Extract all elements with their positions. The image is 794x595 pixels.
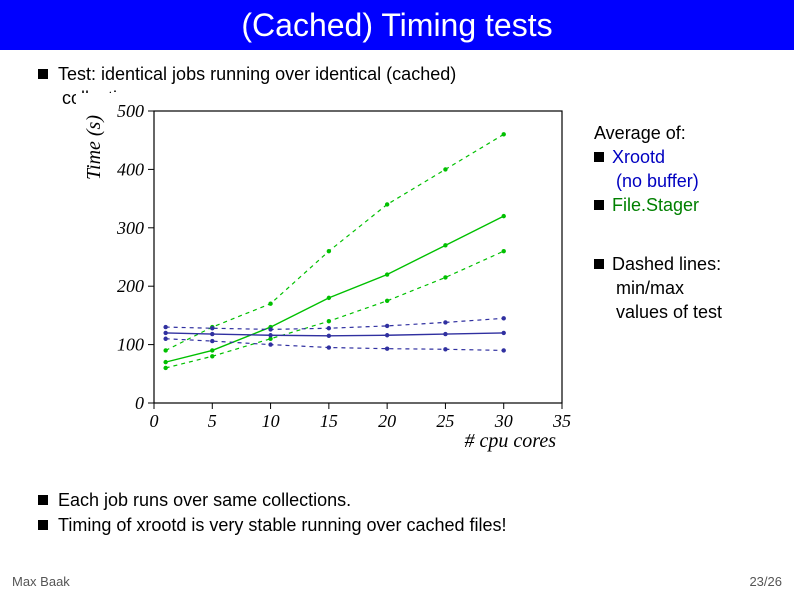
svg-text:300: 300 xyxy=(116,217,144,237)
svg-text:10: 10 xyxy=(262,411,280,431)
bullet-marker-icon xyxy=(594,259,604,269)
page-number: 23/26 xyxy=(749,574,782,589)
bullet-marker-icon xyxy=(38,520,48,530)
avg-block: Average of: Xrootd(no buffer) File.Stage… xyxy=(594,121,764,218)
avg-item1: Xrootd(no buffer) xyxy=(594,145,764,194)
timing-chart: 0 100 200 300 400 500 0 5 10 15 20 25 30 35# cpu core… xyxy=(76,93,576,453)
svg-text:25: 25 xyxy=(436,411,454,431)
svg-text:30: 30 xyxy=(494,411,513,431)
content-area: Test: identical jobs running over identi… xyxy=(0,50,794,453)
svg-text:400: 400 xyxy=(117,159,144,179)
dashed-block: Dashed lines:min/maxvalues of test xyxy=(594,252,764,325)
xrootd-sub: (no buffer) xyxy=(616,169,764,193)
bullet-marker-icon xyxy=(38,495,48,505)
avg-label: Average of: xyxy=(594,121,764,145)
bottom-b2: Timing of xrootd is very stable running … xyxy=(38,513,764,538)
side-notes: Average of: Xrootd(no buffer) File.Stage… xyxy=(576,93,764,453)
svg-text:35: 35 xyxy=(552,411,571,431)
svg-text:100: 100 xyxy=(117,334,144,354)
bullet-marker-icon xyxy=(38,69,48,79)
avg-item2: File.Stager xyxy=(594,193,764,217)
dashed-line3: values of test xyxy=(616,300,764,324)
xrootd-label: Xrootd xyxy=(612,147,665,167)
filestager-label: File.Stager xyxy=(612,195,699,215)
svg-text:0: 0 xyxy=(135,393,144,413)
bullet-marker-icon xyxy=(594,200,604,210)
svg-text:# cpu cores: # cpu cores xyxy=(465,430,557,452)
svg-text:0: 0 xyxy=(150,411,159,431)
dashed-line2: min/max xyxy=(616,276,764,300)
bullet-marker-icon xyxy=(594,152,604,162)
svg-text:200: 200 xyxy=(117,276,144,296)
dashed-bullet: Dashed lines:min/maxvalues of test xyxy=(594,252,764,325)
bottom-b1: Each job runs over same collections. xyxy=(38,488,764,513)
chart-row: 0 100 200 300 400 500 0 5 10 15 20 25 30 35# cpu core… xyxy=(30,93,764,453)
footer: Max Baak 23/26 xyxy=(0,574,794,589)
svg-text:15: 15 xyxy=(320,411,338,431)
intro-line1: Test: identical jobs running over identi… xyxy=(58,64,456,84)
svg-text:5: 5 xyxy=(208,411,217,431)
svg-text:Time (s): Time (s) xyxy=(83,114,105,179)
chart-svg: 0 100 200 300 400 500 0 5 10 15 20 25 30 35# cpu core… xyxy=(76,93,576,453)
bottom-bullets: Each job runs over same collections. Tim… xyxy=(0,488,794,538)
svg-text:20: 20 xyxy=(378,411,396,431)
slide-title: (Cached) Timing tests xyxy=(0,0,794,50)
author: Max Baak xyxy=(12,574,70,589)
svg-text:500: 500 xyxy=(117,101,144,121)
dashed-line1: Dashed lines: xyxy=(612,254,721,274)
